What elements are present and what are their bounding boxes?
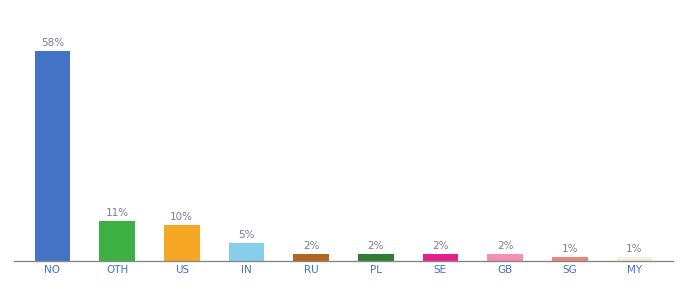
Bar xyxy=(358,254,394,261)
Text: 2%: 2% xyxy=(367,241,384,251)
Bar xyxy=(488,254,523,261)
Bar xyxy=(552,257,588,261)
Text: 1%: 1% xyxy=(562,244,578,254)
Bar xyxy=(164,225,199,261)
Bar xyxy=(422,254,458,261)
Bar xyxy=(99,221,135,261)
Text: 11%: 11% xyxy=(105,208,129,218)
Text: 58%: 58% xyxy=(41,38,64,48)
Bar xyxy=(293,254,329,261)
Bar xyxy=(228,243,265,261)
Text: 2%: 2% xyxy=(303,241,320,251)
Bar xyxy=(617,257,652,261)
Text: 5%: 5% xyxy=(238,230,254,240)
Bar xyxy=(35,51,70,261)
Text: 2%: 2% xyxy=(497,241,513,251)
Text: 10%: 10% xyxy=(170,212,193,222)
Text: 1%: 1% xyxy=(626,244,643,254)
Text: 2%: 2% xyxy=(432,241,449,251)
